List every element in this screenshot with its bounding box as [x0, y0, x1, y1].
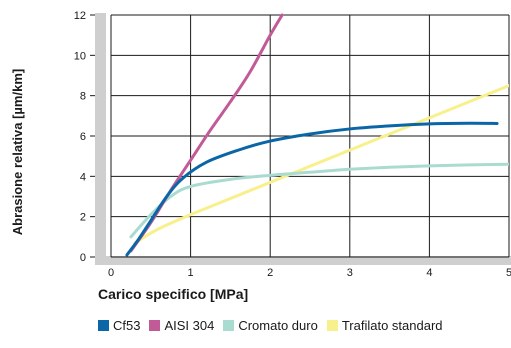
y-tick-label-10: 10 [74, 50, 86, 62]
legend-label-trafilato-standard: Trafilato standard [341, 318, 443, 333]
x-tick-label-2: 2 [267, 267, 273, 279]
legend-item-cf53: Cf53 [98, 318, 140, 333]
y-tick-label-6: 6 [80, 131, 86, 143]
legend-label-cromato-duro: Cromato duro [238, 318, 318, 333]
legend-item-aisi-304: AISI 304 [149, 318, 214, 333]
legend-swatch-cromato-duro [223, 320, 235, 331]
x-axis-band [95, 256, 511, 265]
legend: Cf53 AISI 304 Cromato duro Trafilato standa… [98, 318, 452, 333]
x-axis-label: Carico specifico [MPa] [98, 286, 249, 302]
x-tick-label-5: 5 [506, 267, 511, 279]
y-axis-label: Abrasione relativa [µm/km] [10, 69, 25, 235]
series-line-cromato-duro [129, 162, 509, 239]
x-tick-labels: 0 1 2 3 4 5 [108, 267, 511, 279]
y-tick-label-12: 12 [74, 10, 86, 22]
series-line-trafilato-standard [133, 84, 509, 245]
legend-item-cromato-duro: Cromato duro [223, 318, 318, 333]
y-tick-label-0: 0 [80, 252, 86, 264]
x-tick-label-4: 4 [426, 267, 432, 279]
legend-item-trafilato-standard: Trafilato standard [326, 318, 443, 333]
legend-swatch-trafilato-standard [326, 320, 338, 331]
grid-lines [110, 14, 510, 258]
legend-swatch-cf53 [98, 320, 109, 331]
y-tick-label-4: 4 [80, 171, 86, 183]
x-tick-label-0: 0 [108, 267, 114, 279]
x-tick-label-1: 1 [188, 267, 194, 279]
y-tick-label-8: 8 [80, 91, 86, 103]
series-lines [125, 13, 509, 257]
y-tick-labels: 0 2 4 6 8 10 12 [74, 10, 95, 264]
y-axis-band [95, 13, 106, 265]
legend-label-aisi-304: AISI 304 [164, 318, 215, 333]
x-tick-label-3: 3 [347, 267, 353, 279]
y-tick-label-2: 2 [80, 212, 86, 224]
legend-swatch-aisi-304 [149, 320, 161, 331]
legend-label-cf53: Cf53 [113, 318, 141, 333]
y-axis-bar [95, 13, 106, 265]
x-axis-bar [95, 256, 511, 265]
series-line-cf53 [125, 121, 499, 257]
